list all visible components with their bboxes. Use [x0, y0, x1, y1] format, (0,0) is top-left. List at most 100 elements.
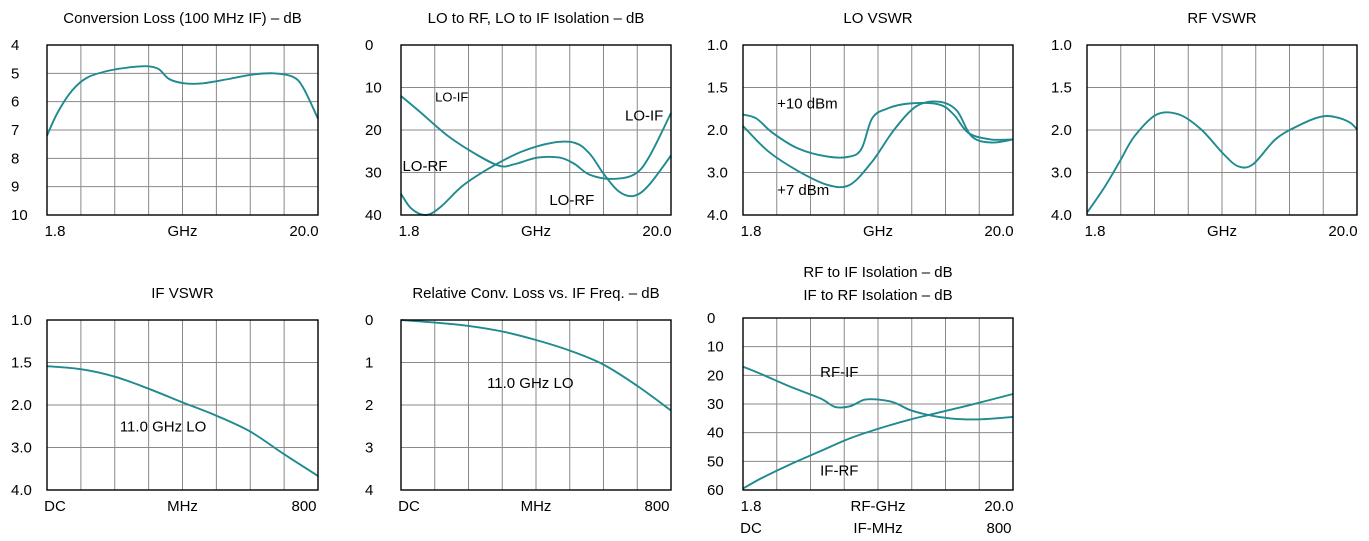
x-axis-label: GHz — [1207, 223, 1237, 240]
x-tick-label: 20.0 — [1328, 223, 1357, 240]
y-tick-label: 30 — [365, 165, 382, 182]
chart-title: RF VSWR — [1187, 10, 1256, 27]
x-tick-label: 800 — [644, 498, 669, 515]
x-tick-label: 20.0 — [642, 223, 671, 240]
y-tick-label: 7 — [11, 122, 19, 139]
chart-if-vswr: IF VSWR 1.0 1.5 2.0 3.0 4.0 DC MHz 800 11.0 GHz L… — [11, 285, 319, 515]
plot-frame — [742, 317, 1014, 491]
x-tick-label: 1.8 — [399, 223, 420, 240]
series-annotation: LO-IF — [625, 108, 663, 125]
series-line — [46, 65, 319, 137]
y-tick-label: 40 — [707, 425, 724, 442]
series-annotation: LO-RF — [402, 158, 447, 175]
x-axis-label: MHz — [521, 498, 552, 515]
y-tick-label: 9 — [11, 179, 19, 196]
y-tick-label: 20 — [365, 122, 382, 139]
y-tick-label: 1 — [365, 355, 373, 372]
x-tick-label: 800 — [291, 498, 316, 515]
x-axis-label: RF-GHz — [851, 498, 906, 515]
series-line — [46, 365, 319, 477]
chart-title: IF to RF Isolation – dB — [803, 287, 952, 304]
series-lo-rf-line — [400, 140, 672, 216]
y-tick-label: 60 — [707, 482, 724, 499]
x-tick-label: DC — [44, 498, 66, 515]
y-tick-label: 4.0 — [707, 207, 728, 224]
x-tick-label: 1.8 — [45, 223, 66, 240]
series-annotation: LO-IF — [435, 90, 468, 105]
series-annotation: 11.0 GHz LO — [487, 375, 573, 392]
y-tick-label: 3 — [365, 440, 373, 457]
y-tick-label: 1.5 — [1051, 80, 1072, 97]
series-rf-if-line — [742, 365, 1014, 421]
chart-lo-isolation: LO to RF, LO to IF Isolation – dB 0 10 20 30… — [365, 10, 672, 240]
series-annotation: +10 dBm — [777, 96, 837, 113]
plot-frame — [46, 44, 319, 216]
y-tick-label: 40 — [365, 207, 382, 224]
x-tick-label: DC — [740, 520, 762, 536]
y-tick-label: 1.0 — [11, 312, 32, 329]
x-axis-label: GHz — [863, 223, 893, 240]
y-tick-label: 6 — [11, 94, 19, 111]
y-tick-label: 20 — [707, 367, 724, 384]
plot-frame — [1086, 44, 1358, 216]
y-tick-label: 10 — [707, 339, 724, 356]
y-tick-label: 10 — [11, 207, 28, 224]
x-tick-label: 20.0 — [984, 498, 1013, 515]
y-tick-label: 4.0 — [11, 482, 32, 499]
y-tick-label: 8 — [11, 150, 19, 167]
x-tick-label: 1.8 — [741, 223, 762, 240]
series-lo-if-line — [400, 95, 672, 180]
plot-frame — [742, 44, 1014, 216]
chart-title: IF VSWR — [151, 285, 214, 302]
y-tick-label: 0 — [365, 37, 373, 54]
y-tick-label: 2.0 — [1051, 122, 1072, 139]
x-tick-label: DC — [398, 498, 420, 515]
chart-rf-vswr: RF VSWR 1.0 1.5 2.0 3.0 4.0 1.8 GHz 20.0 — [1051, 10, 1358, 240]
y-tick-label: 10 — [365, 80, 382, 97]
y-tick-label: 4 — [365, 482, 373, 499]
series-annotation: +7 dBm — [777, 182, 829, 199]
series-annotation: LO-RF — [549, 192, 594, 209]
chart-lo-vswr: LO VSWR 1.0 1.5 2.0 3.0 4.0 1.8 GHz 20.0 +10 dBm +… — [707, 10, 1014, 240]
y-tick-label: 50 — [707, 453, 724, 470]
y-tick-label: 30 — [707, 396, 724, 413]
plot-frame — [400, 319, 672, 491]
series-line — [400, 319, 672, 412]
y-tick-label: 1.0 — [1051, 37, 1072, 54]
y-tick-label: 2.0 — [707, 122, 728, 139]
y-tick-label: 3.0 — [1051, 165, 1072, 182]
chart-relative-conv-loss: Relative Conv. Loss vs. IF Freq. – dB 0 1 2… — [365, 285, 672, 515]
y-tick-label: 5 — [11, 65, 19, 82]
series--7-dbm-line — [742, 100, 1014, 189]
x-tick-label: 1.8 — [741, 498, 762, 515]
series-annotation: RF-IF — [820, 364, 858, 381]
chart-rf-if-isolation: RF to IF Isolation – dB IF to RF Isolatio… — [707, 264, 1014, 537]
y-tick-label: 3.0 — [11, 440, 32, 457]
x-axis-label: IF-MHz — [853, 520, 902, 536]
y-tick-label: 2.0 — [11, 397, 32, 414]
y-tick-label: 1.5 — [707, 80, 728, 97]
x-axis-label: GHz — [168, 223, 198, 240]
chart-title: Relative Conv. Loss vs. IF Freq. – dB — [412, 285, 659, 302]
chart-title: LO VSWR — [843, 10, 912, 27]
y-tick-label: 2 — [365, 397, 373, 414]
series-annotation: IF-RF — [820, 463, 858, 480]
series-if-rf-line — [742, 393, 1014, 490]
y-tick-label: 1.5 — [11, 355, 32, 372]
plot-frame — [46, 319, 319, 491]
y-tick-label: 4.0 — [1051, 207, 1072, 224]
chart-title: RF to IF Isolation – dB — [803, 264, 952, 281]
y-tick-label: 1.0 — [707, 37, 728, 54]
chart-conversion-loss: Conversion Loss (100 MHz IF) – dB 4 5 6 7 8 9 1… — [11, 10, 319, 240]
y-tick-label: 0 — [707, 310, 715, 327]
x-axis-label: MHz — [167, 498, 198, 515]
series-annotation: 11.0 GHz LO — [120, 419, 206, 436]
x-tick-label: 20.0 — [289, 223, 318, 240]
y-tick-label: 0 — [365, 312, 373, 329]
x-axis-label: GHz — [521, 223, 551, 240]
plot-frame — [400, 44, 672, 216]
y-tick-label: 3.0 — [707, 165, 728, 182]
x-tick-label: 800 — [986, 520, 1011, 536]
chart-title: LO to RF, LO to IF Isolation – dB — [428, 10, 645, 27]
